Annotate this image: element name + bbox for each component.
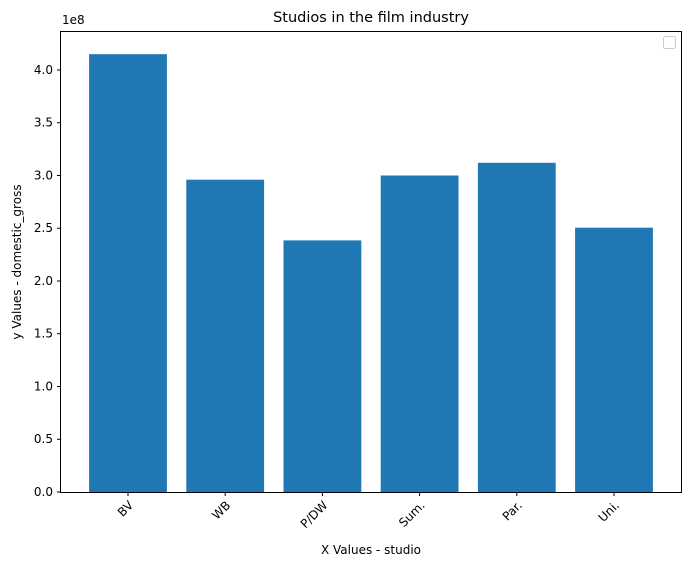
plot-frame (60, 31, 682, 493)
y-offset-label: 1e8 (62, 13, 85, 27)
y-tick-label: 3.0 (34, 168, 53, 182)
y-tick-label: 1.0 (34, 379, 53, 393)
y-tick-label: 4.0 (34, 63, 53, 77)
bar-uni (575, 227, 653, 492)
y-tick-label: 1.5 (34, 327, 53, 341)
legend-box (663, 36, 676, 49)
bar-wb (186, 179, 265, 492)
y-tick-label: 2.5 (34, 221, 53, 235)
x-axis-label: X Values - studio (321, 543, 421, 557)
chart-title: Studios in the film industry (273, 10, 469, 26)
bar-par (477, 162, 556, 493)
bars-group (89, 54, 653, 493)
y-tick-label: 0.0 (34, 485, 53, 499)
y-axis-label: y Values - domestic_gross (10, 184, 24, 339)
y-tick-label: 3.5 (34, 116, 53, 130)
bar-p-dw (283, 240, 362, 492)
y-axis: 0.0 0.5 1.0 1.5 2.0 2.5 3.0 3.5 4.0 (34, 63, 61, 499)
bar-bv (89, 54, 167, 492)
bar-sum (380, 175, 459, 492)
y-tick-label: 2.0 (34, 274, 53, 288)
y-tick-label: 0.5 (34, 432, 53, 446)
